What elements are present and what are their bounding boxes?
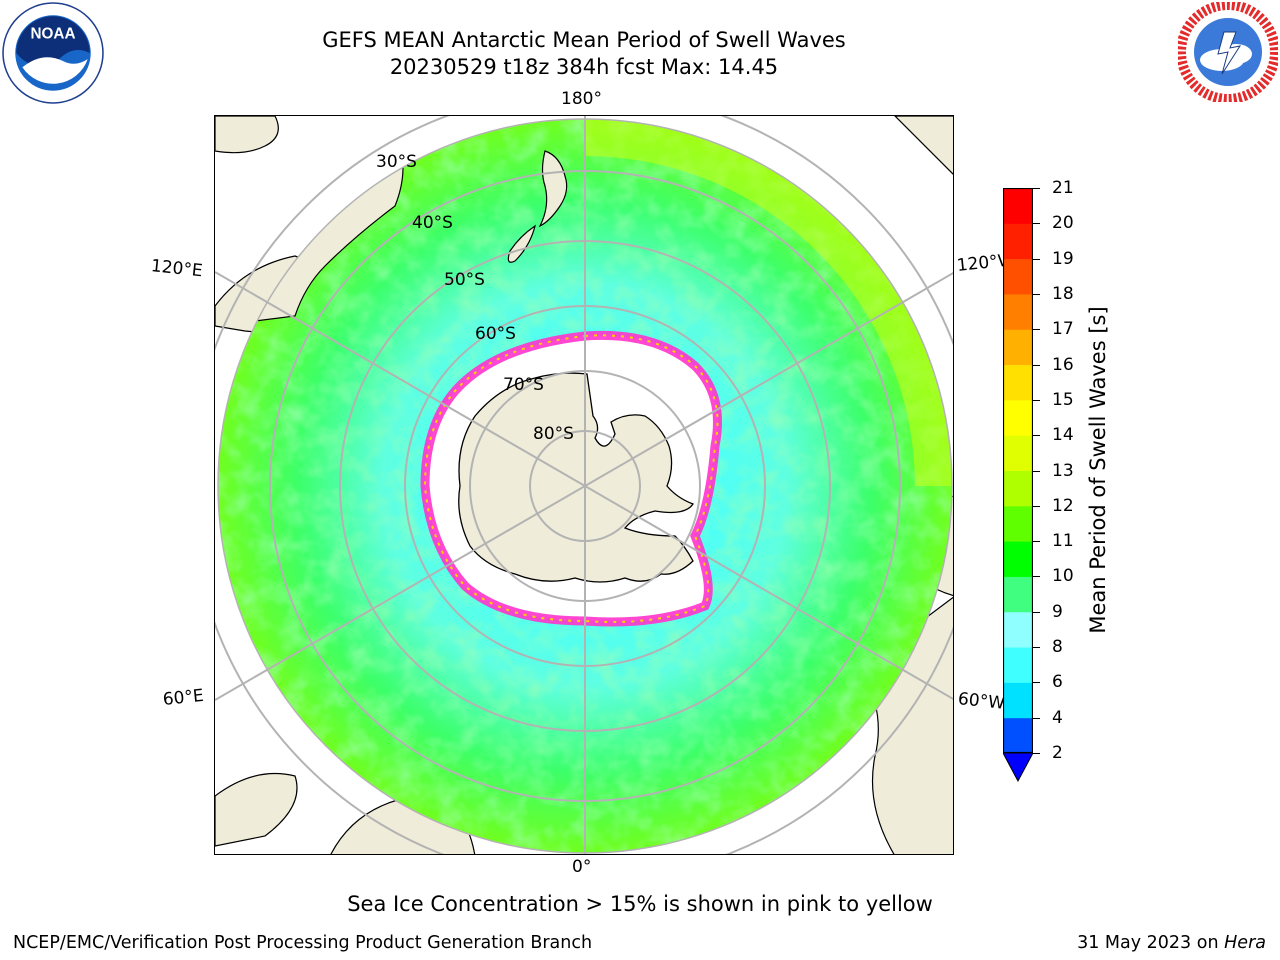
colorbar-tick-label: 21	[1052, 178, 1074, 198]
footer-host: Hera	[1224, 933, 1266, 953]
lat-label-70s: 70°S	[503, 375, 544, 395]
colorbar-tick-mark	[1033, 753, 1040, 754]
colorbar-tick-label: 16	[1052, 354, 1074, 375]
colorbar-tick-mark	[1033, 188, 1040, 189]
colorbar-segment	[1003, 611, 1033, 648]
colorbar-segment	[1003, 717, 1033, 754]
colorbar-tick-label: 20	[1052, 213, 1074, 234]
colorbar-segment	[1003, 188, 1033, 224]
colorbar-tick-mark	[1033, 223, 1040, 225]
colorbar-segment	[1003, 435, 1033, 471]
colorbar-tick-mark	[1033, 505, 1040, 507]
footer-date: 31 May 2023 on Hera	[1077, 933, 1266, 953]
lat-label-40s: 40°S	[412, 213, 453, 233]
lat-label-80s: 80°S	[533, 424, 574, 444]
footer-credit: NCEP/EMC/Verification Post Processing Pr…	[13, 933, 593, 953]
colorbar-tick-label: 4	[1052, 707, 1063, 728]
chart-subtitle: 20230529 t18z 384h fcst Max: 14.45	[389, 55, 779, 79]
graticule	[215, 116, 953, 854]
colorbar-tick-mark	[1033, 647, 1040, 649]
map-panel	[214, 115, 954, 855]
colorbar-tick-label: 18	[1052, 283, 1074, 304]
colorbar-tick-mark	[1033, 329, 1040, 331]
colorbar-tick-mark	[1033, 717, 1040, 719]
colorbar-tick-mark	[1033, 611, 1040, 613]
colorbar-tick-mark	[1033, 541, 1040, 543]
colorbar-segment	[1003, 470, 1033, 507]
lat-label-50s: 50°S	[444, 270, 485, 290]
colorbar-tick-mark	[1033, 293, 1040, 295]
sea-ice-note: Sea Ice Concentration > 15% is shown in …	[347, 892, 933, 916]
colorbar-tick-mark	[1033, 470, 1040, 472]
lon-label-180: 180°	[561, 89, 602, 109]
colorbar-tick-label: 2	[1052, 743, 1063, 763]
colorbar-segments	[1003, 188, 1033, 754]
colorbar-tick-label: 12	[1052, 495, 1074, 516]
colorbar-segment	[1003, 541, 1033, 577]
colorbar-tick-mark	[1033, 364, 1040, 366]
lon-label-120e: 120°E	[149, 256, 204, 282]
lon-label-0: 0°	[572, 857, 592, 877]
colorbar-tick-label: 14	[1052, 425, 1074, 446]
colorbar-segment	[1003, 223, 1033, 260]
colorbar-tick-mark	[1033, 258, 1040, 260]
colorbar-tick-label: 17	[1052, 319, 1074, 340]
colorbar-tick-label: 6	[1052, 672, 1063, 693]
colorbar-segment	[1003, 576, 1033, 613]
polar-map	[215, 116, 953, 854]
colorbar-tick-label: 8	[1052, 637, 1063, 658]
colorbar-tick-mark	[1033, 576, 1040, 578]
colorbar-segment	[1003, 505, 1033, 542]
colorbar-tick-mark	[1033, 399, 1040, 401]
colorbar-tick-label: 13	[1052, 460, 1074, 481]
lon-label-60e: 60°E	[161, 685, 205, 710]
colorbar-tick-mark	[1033, 435, 1040, 437]
colorbar	[1003, 188, 1033, 783]
colorbar-segment	[1003, 329, 1033, 366]
colorbar-extend-triangle	[1003, 752, 1033, 783]
colorbar-tick-mark	[1033, 682, 1040, 684]
colorbar-tick-label: 19	[1052, 248, 1074, 269]
colorbar-segment	[1003, 647, 1033, 683]
colorbar-segment	[1003, 258, 1033, 295]
antarctica	[458, 372, 694, 583]
lat-label-30s: 30°S	[376, 152, 417, 172]
nws-logo-icon	[1178, 2, 1278, 102]
svg-text:NOAA: NOAA	[31, 26, 76, 43]
colorbar-tick-label: 10	[1052, 566, 1074, 587]
colorbar-tick-label: 15	[1052, 389, 1074, 410]
lat-label-60s: 60°S	[475, 324, 516, 344]
lon-label-60w: 60°W	[956, 689, 1006, 714]
colorbar-segment	[1003, 682, 1033, 719]
colorbar-segment	[1003, 364, 1033, 401]
colorbar-tick-label: 9	[1052, 601, 1063, 622]
colorbar-segment	[1003, 399, 1033, 436]
colorbar-tick-label: 11	[1052, 531, 1074, 552]
colorbar-segment	[1003, 293, 1033, 330]
chart-title: GEFS MEAN Antarctic Mean Period of Swell…	[322, 28, 846, 52]
noaa-logo-icon: NOAA	[2, 2, 104, 104]
